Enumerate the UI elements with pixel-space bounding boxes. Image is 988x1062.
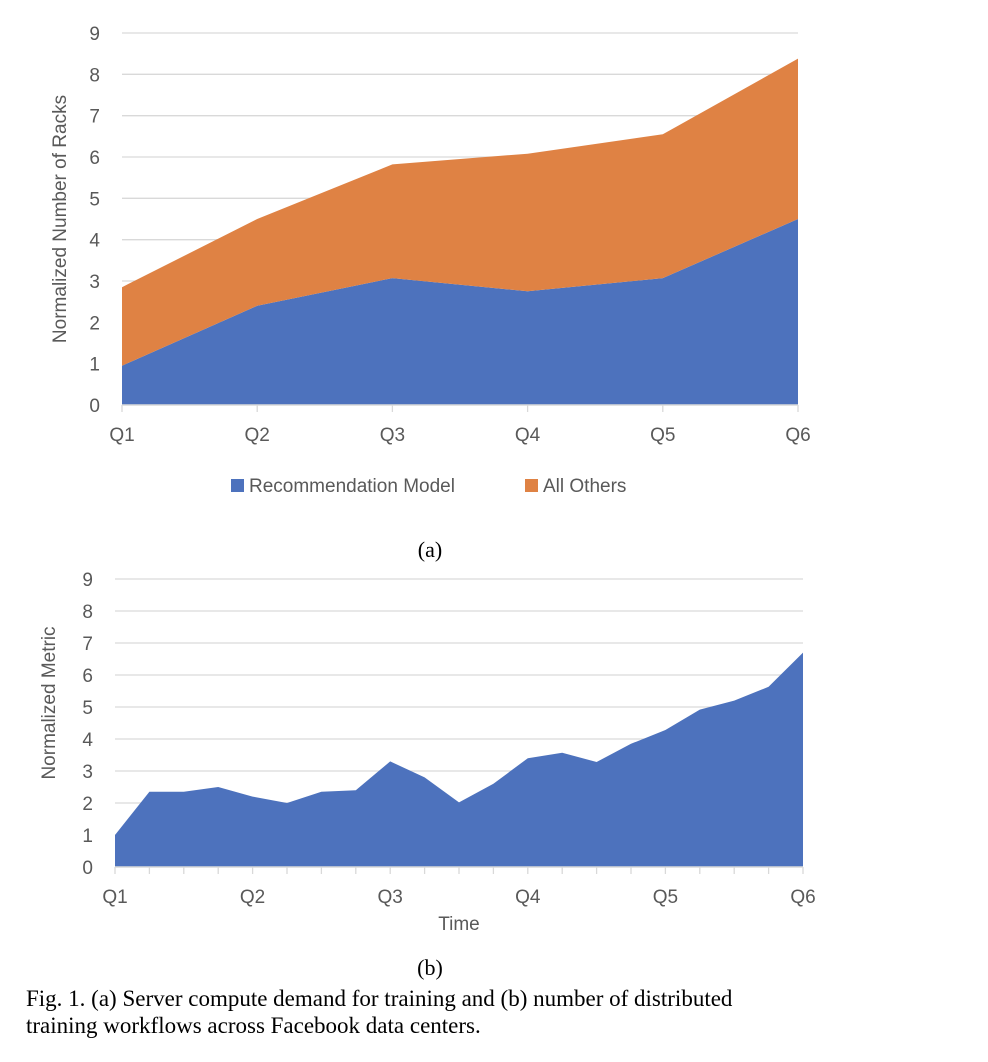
x-tick-label: Q4 [515, 425, 541, 446]
area-all-others [122, 58, 798, 366]
y-tick-label: 0 [89, 396, 100, 417]
y-tick-label: 3 [89, 272, 100, 293]
y-tick-label: 4 [89, 231, 100, 252]
y-tick-label: 6 [82, 666, 93, 687]
a-x-tick-labels: Q1 Q2 Q3 Q4 Q5 Q6 [109, 425, 810, 446]
y-tick-label: 1 [82, 826, 93, 847]
a-x-axis [121, 404, 799, 412]
y-tick-label: 9 [82, 570, 93, 591]
x-tick-label: Q1 [109, 425, 134, 446]
legend-swatch-all-others [525, 479, 538, 492]
y-tick-label: 8 [82, 602, 93, 623]
x-tick-label: Q1 [102, 887, 127, 908]
y-tick-label: 9 [89, 24, 100, 45]
a-legend: Recommendation Model All Others [231, 476, 626, 497]
y-tick-label: 4 [82, 730, 93, 751]
area-distributed-training-workflows [115, 652, 803, 867]
a-panel-label: (a) [418, 537, 442, 562]
legend-label-all-others: All Others [543, 476, 626, 497]
x-tick-label: Q5 [650, 425, 675, 446]
x-tick-label: Q6 [785, 425, 810, 446]
x-tick-label: Q4 [515, 887, 541, 908]
b-panel-label: (b) [417, 955, 443, 980]
legend-swatch-recommendation-model [231, 479, 244, 492]
y-tick-label: 2 [89, 313, 100, 334]
legend-label-recommendation-model: Recommendation Model [249, 476, 455, 497]
y-tick-label: 8 [89, 65, 100, 86]
y-tick-label: 7 [82, 634, 93, 655]
chart-a: 0 1 2 3 4 5 6 7 8 9 Q1 Q2 Q3 Q4 Q5 Q6 Normalized Numbe… [50, 24, 811, 562]
y-tick-label: 3 [82, 762, 93, 783]
area-recommendation-model [122, 219, 798, 405]
x-tick-label: Q5 [653, 887, 678, 908]
y-tick-label: 2 [82, 794, 93, 815]
b-x-tick-labels: Q1 Q2 Q3 Q4 Q5 Q6 [102, 887, 815, 908]
x-tick-label: Q2 [245, 425, 270, 446]
a-y-axis-title: Normalized Number of Racks [50, 95, 71, 343]
y-tick-label: 1 [89, 355, 100, 376]
y-tick-label: 0 [82, 858, 93, 879]
b-x-axis [114, 866, 804, 874]
a-areas [122, 58, 798, 405]
y-tick-label: 6 [89, 148, 100, 169]
x-tick-label: Q3 [380, 425, 405, 446]
x-tick-label: Q3 [378, 887, 403, 908]
figure-caption: Fig. 1. (a) Server compute demand for tr… [26, 985, 976, 1039]
x-tick-label: Q2 [240, 887, 265, 908]
b-y-axis-title: Normalized Metric [39, 626, 60, 779]
y-tick-label: 7 [89, 107, 100, 128]
a-y-tick-labels: 0 1 2 3 4 5 6 7 8 9 [89, 24, 100, 417]
caption-line-1: Fig. 1. (a) Server compute demand for tr… [26, 986, 733, 1011]
b-areas [115, 652, 803, 867]
b-x-axis-title: Time [438, 914, 480, 935]
b-y-tick-labels: 0 1 2 3 4 5 6 7 8 9 [82, 570, 93, 879]
caption-line-2: training workflows across Facebook data … [26, 1013, 481, 1038]
y-tick-label: 5 [89, 189, 100, 210]
x-tick-label: Q6 [790, 887, 815, 908]
chart-b: 0 1 2 3 4 5 6 7 8 9 Q1 Q2 Q3 Q4 Q5 Q6 Normalized Metri… [39, 570, 816, 980]
y-tick-label: 5 [82, 698, 93, 719]
